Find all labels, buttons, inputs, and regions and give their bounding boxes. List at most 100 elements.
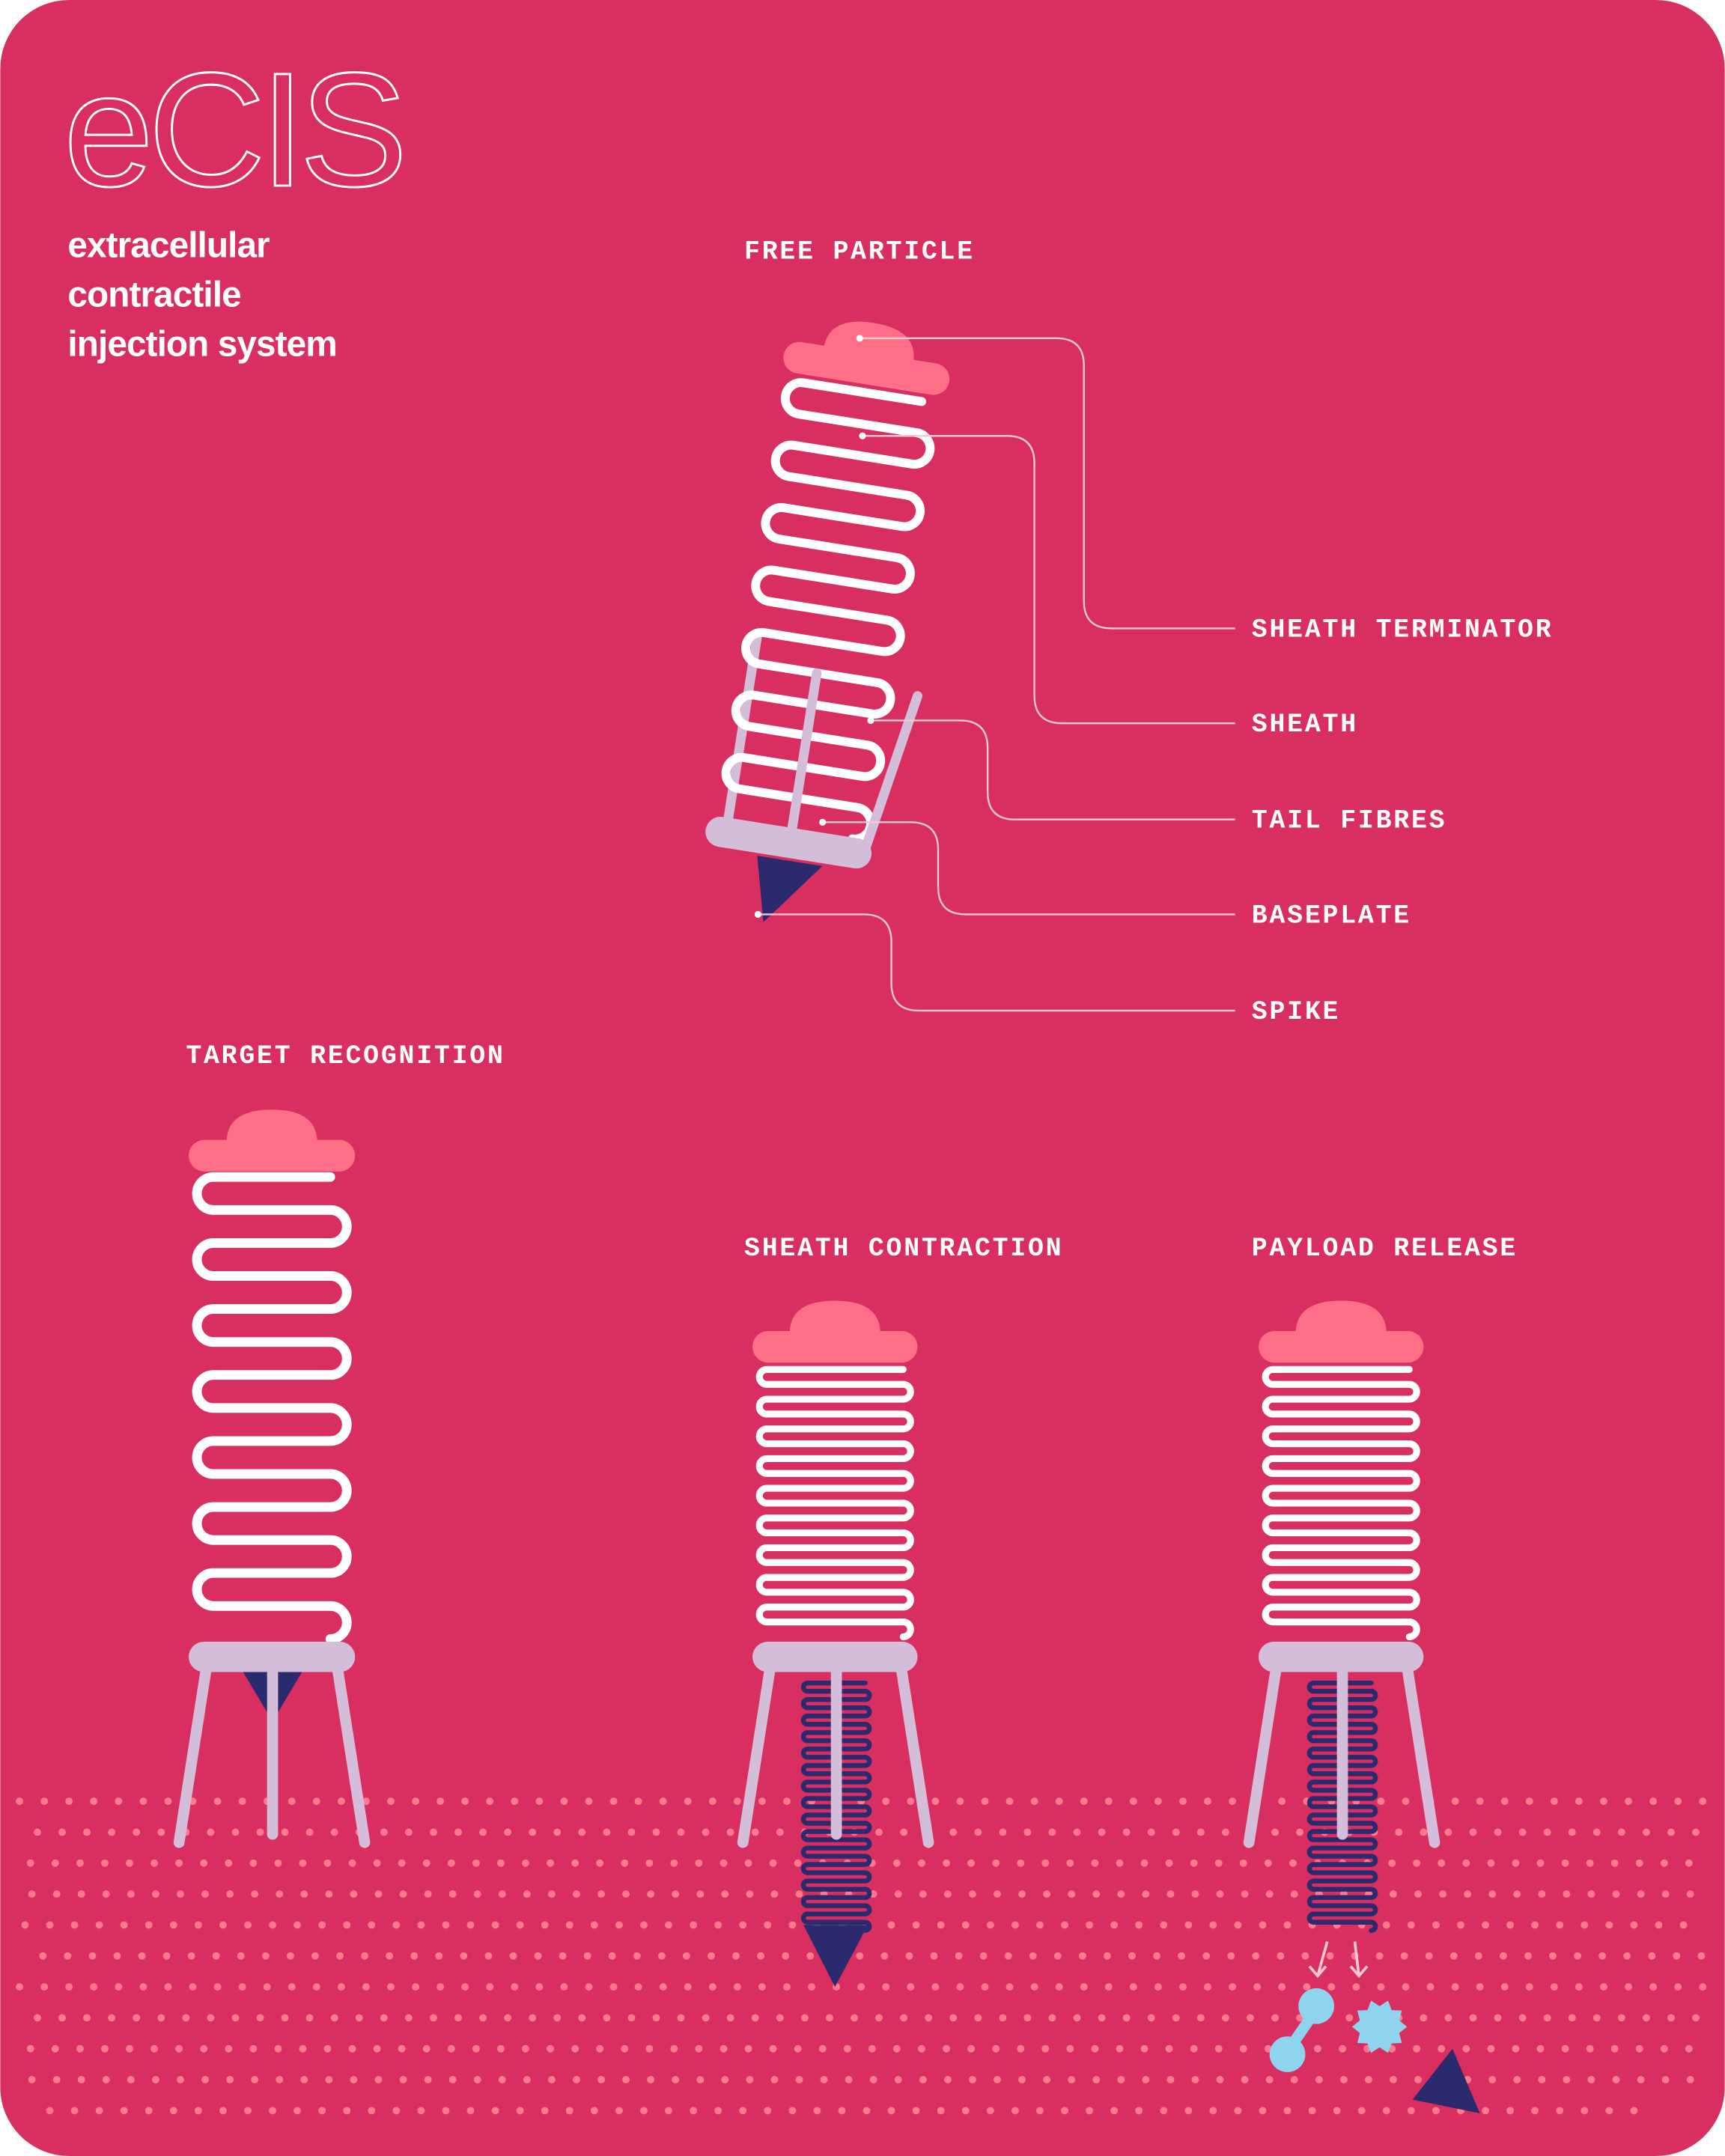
membrane-dot bbox=[696, 2076, 705, 2084]
membrane-dot bbox=[1536, 2044, 1545, 2053]
membrane-dot bbox=[1661, 2076, 1670, 2084]
membrane-dot bbox=[931, 1983, 940, 1991]
membrane-dot bbox=[1004, 1952, 1012, 1960]
membrane-dot bbox=[380, 2014, 388, 2022]
membrane-dot bbox=[77, 1890, 85, 1898]
membrane-dot bbox=[1617, 1828, 1625, 1836]
membrane-dot bbox=[1314, 2044, 1321, 2053]
membrane-dot bbox=[21, 1921, 29, 1929]
membrane-dot bbox=[1635, 2044, 1643, 2053]
membrane-dot bbox=[175, 2044, 183, 2053]
membrane-dot bbox=[350, 2076, 358, 2084]
membrane-dot bbox=[1283, 2107, 1292, 2115]
membrane-dot bbox=[541, 2107, 549, 2115]
membrane-dot bbox=[509, 1952, 517, 1960]
membrane-dot bbox=[472, 2044, 480, 2053]
membrane-dot bbox=[1623, 1952, 1631, 1960]
membrane-dot bbox=[857, 1983, 865, 1991]
spike bbox=[757, 856, 823, 922]
membrane-dot bbox=[238, 1983, 246, 1991]
membrane-dot bbox=[746, 1890, 754, 1898]
membrane-dot bbox=[1474, 1952, 1482, 1960]
membrane-dot bbox=[1699, 1797, 1707, 1806]
membrane-dot bbox=[1184, 1921, 1193, 1929]
membrane-dot bbox=[127, 1890, 135, 1898]
membrane-dot bbox=[806, 1952, 815, 1960]
membrane-dot bbox=[1420, 1828, 1428, 1836]
membrane-dot bbox=[65, 1797, 73, 1806]
membrane-dot bbox=[1686, 2076, 1694, 2084]
payload-release bbox=[1243, 1300, 1480, 2114]
membrane-dot bbox=[1043, 2076, 1051, 2084]
membrane-dot bbox=[1006, 1983, 1014, 1991]
leader-line bbox=[758, 913, 1235, 1012]
membrane-dot bbox=[684, 1797, 692, 1806]
membrane-dot bbox=[1610, 1859, 1619, 1867]
membrane-dot bbox=[690, 1921, 698, 1929]
membrane-dot bbox=[1568, 2014, 1576, 2022]
membrane-dot bbox=[608, 1952, 616, 1960]
sheath-terminator bbox=[1258, 1330, 1424, 1363]
membrane-dot bbox=[1449, 1952, 1458, 1960]
membrane-dot bbox=[1086, 2107, 1094, 2115]
membrane-dot bbox=[1098, 2014, 1106, 2022]
membrane-dot bbox=[967, 1859, 976, 1867]
membrane-dot bbox=[511, 1797, 519, 1806]
membrane-dot bbox=[491, 1921, 499, 1929]
membrane-dot bbox=[305, 2014, 314, 2022]
membrane-dot bbox=[1221, 2014, 1229, 2022]
membrane-dot bbox=[1586, 2044, 1594, 2053]
membrane-dot bbox=[516, 2107, 524, 2115]
membrane-dot bbox=[226, 2076, 234, 2084]
membrane-dot bbox=[251, 2076, 259, 2084]
membrane-dot bbox=[1160, 2107, 1168, 2115]
membrane-dot bbox=[1055, 1983, 1063, 1991]
baseplate bbox=[705, 817, 872, 869]
membrane-dot bbox=[702, 1828, 710, 1836]
membrane-dot bbox=[603, 2014, 611, 2022]
membrane-dot bbox=[645, 1859, 654, 1867]
membrane-dot bbox=[657, 1952, 666, 1960]
membrane-dot bbox=[1172, 1828, 1180, 1836]
membrane-dot bbox=[690, 2107, 698, 2115]
membrane-dot bbox=[28, 1890, 36, 1898]
sheath bbox=[1262, 1365, 1420, 1641]
membrane-dot bbox=[634, 1797, 642, 1806]
membrane-dot bbox=[795, 1890, 803, 1898]
membrane-dot bbox=[726, 1828, 734, 1836]
membrane-dot bbox=[1098, 1828, 1106, 1836]
membrane-dot bbox=[1035, 2107, 1044, 2115]
membrane-dot bbox=[547, 2076, 556, 2084]
membrane-dot bbox=[907, 1797, 915, 1806]
membrane-dot bbox=[276, 2076, 284, 2084]
membrane-dot bbox=[596, 2044, 604, 2053]
membrane-dot bbox=[1402, 1983, 1410, 1991]
tail-fibre bbox=[1402, 1660, 1440, 1848]
membrane-dot bbox=[825, 2014, 833, 2022]
membrane-dot bbox=[293, 1921, 302, 1929]
membrane-dot bbox=[523, 1890, 531, 1898]
membrane-dot bbox=[126, 2044, 133, 2053]
release-arrow bbox=[1308, 1965, 1327, 1979]
membrane-dot bbox=[1006, 1797, 1014, 1806]
tail-fibre bbox=[895, 1660, 934, 1848]
membrane-dot bbox=[751, 2014, 759, 2022]
membrane-dot bbox=[1041, 1859, 1050, 1867]
membrane-dot bbox=[249, 1859, 258, 1867]
membrane-dot bbox=[719, 1859, 728, 1867]
membrane-dot bbox=[1068, 1890, 1076, 1898]
membrane-dot bbox=[813, 2107, 821, 2115]
membrane-dot bbox=[1229, 1983, 1237, 1991]
membrane-dot bbox=[1377, 1983, 1385, 1991]
membrane-dot bbox=[1196, 2014, 1205, 2022]
membrane-dot bbox=[1414, 2076, 1423, 2084]
membrane-dot bbox=[16, 1797, 24, 1806]
membrane-dot bbox=[108, 1828, 116, 1836]
membrane-dot bbox=[368, 1921, 376, 1929]
membrane-dot bbox=[1414, 1890, 1423, 1898]
membrane-dot bbox=[325, 2076, 333, 2084]
tail-fibre bbox=[173, 1660, 213, 1848]
membrane-dot bbox=[523, 2076, 531, 2084]
membrane-dot bbox=[875, 2014, 883, 2022]
